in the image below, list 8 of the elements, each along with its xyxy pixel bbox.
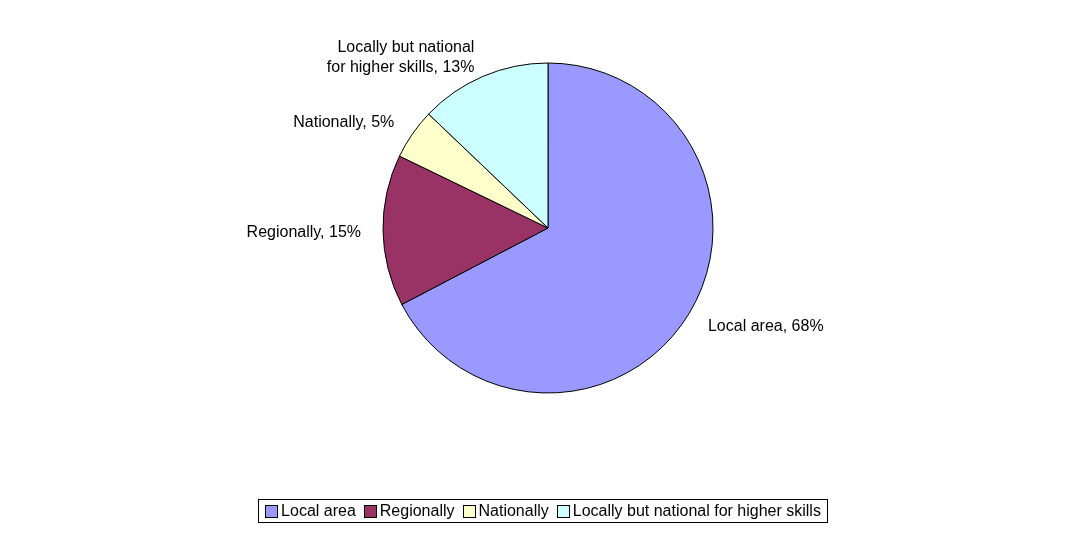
legend-label: Locally but national for higher skills bbox=[571, 502, 821, 520]
data-label: Local area, 68% bbox=[707, 316, 824, 334]
data-label: Locally but national for higher skills, 13% bbox=[326, 37, 475, 75]
data-label: Nationally, 5% bbox=[293, 112, 395, 130]
legend-label: Local area bbox=[280, 502, 356, 520]
legend-label: Nationally bbox=[477, 502, 549, 520]
data-label: Regionally, 15% bbox=[246, 222, 362, 240]
legend-label: Regionally bbox=[378, 502, 455, 520]
